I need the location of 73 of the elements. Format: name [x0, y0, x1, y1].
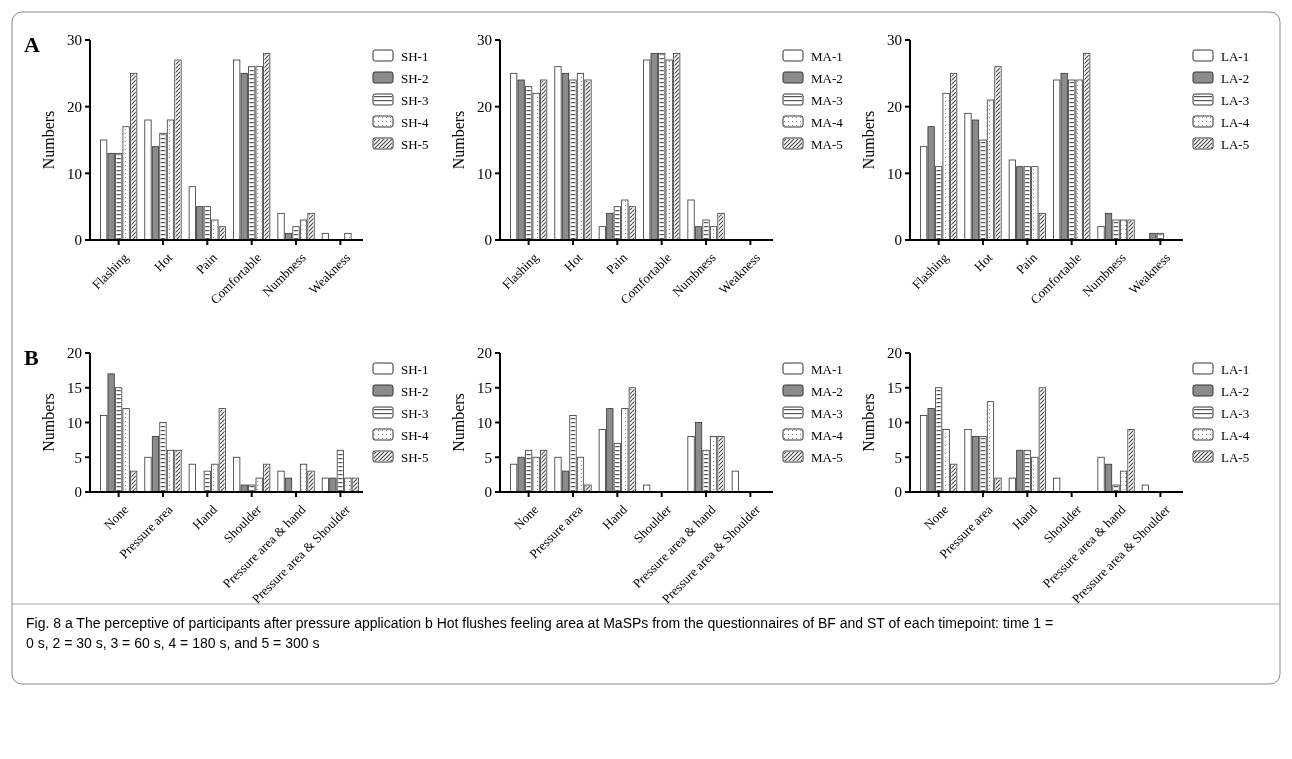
legend-label: MA-2 — [811, 70, 843, 86]
legend-label: SH-3 — [401, 92, 429, 108]
y-tick-label: 10 — [67, 165, 82, 182]
y-tick-label: 20 — [477, 345, 492, 362]
y-tick-label: 0 — [74, 484, 82, 501]
legend-label: SH-2 — [401, 383, 429, 399]
y-tick-label: 0 — [74, 232, 82, 249]
y-tick-label: 0 — [894, 232, 902, 249]
y-tick-label: 5 — [894, 449, 902, 466]
legend-label: SH-4 — [401, 427, 429, 443]
legend-label: SH-2 — [401, 70, 429, 86]
y-tick-label: 15 — [67, 380, 82, 396]
legend-label: LA-4 — [1221, 114, 1250, 130]
legend-label: MA-2 — [811, 383, 843, 399]
y-tick-label: 20 — [887, 345, 902, 362]
legend-label: MA-1 — [811, 48, 843, 64]
y-tick-label: 5 — [484, 449, 492, 466]
legend-label: LA-4 — [1221, 427, 1250, 443]
y-tick-label: 10 — [477, 165, 492, 182]
legend-label: SH-3 — [401, 405, 429, 421]
y-tick-label: 5 — [74, 449, 82, 466]
bar — [188, 463, 196, 493]
legend-label: LA-3 — [1221, 405, 1250, 421]
legend-label: SH-5 — [401, 136, 429, 152]
legend-label: MA-4 — [811, 427, 844, 443]
y-axis-title: Numbers — [860, 393, 877, 452]
legend-label: LA-1 — [1221, 361, 1250, 377]
y-tick-label: 20 — [67, 345, 82, 362]
x-tick-label: Hot — [971, 249, 996, 275]
x-tick-label: Hot — [561, 249, 586, 275]
legend-label: LA-2 — [1221, 70, 1250, 86]
y-tick-label: 10 — [887, 165, 902, 182]
y-tick-label: 30 — [477, 32, 492, 49]
y-axis-title: Numbers — [860, 110, 877, 170]
y-tick-label: 20 — [887, 98, 902, 115]
legend-label: MA-1 — [811, 361, 843, 377]
legend-label: SH-5 — [401, 449, 429, 465]
caption: Fig. 8 a The perceptive of participants after pressure application b Hot flushes feeling area at MaSPs from the questionnaires of BF and ST of each timepoint: time 1 = 0 s, 2 = 30 s, 3 = 60 s, 4 = 180 s, and 5 = 300 s — [26, 615, 1054, 651]
bar — [1053, 477, 1061, 493]
y-tick-label: 15 — [887, 380, 902, 396]
legend-label: SH-1 — [401, 48, 429, 64]
legend-label: LA-3 — [1221, 92, 1250, 108]
bar — [731, 470, 739, 493]
legend-label: SH-4 — [401, 114, 429, 130]
y-tick-label: 20 — [67, 98, 82, 115]
y-tick-label: 10 — [887, 414, 902, 431]
legend-label: MA-5 — [811, 449, 843, 465]
legend-label: LA-1 — [1221, 48, 1250, 64]
y-tick-label: 30 — [887, 32, 902, 49]
y-axis-title: Numbers — [40, 393, 57, 452]
legend-label: LA-5 — [1221, 449, 1250, 465]
y-axis-title: Numbers — [450, 393, 467, 452]
legend-label: SH-1 — [401, 361, 429, 377]
legend-label: MA-5 — [811, 136, 843, 152]
y-tick-label: 0 — [894, 484, 902, 501]
y-tick-label: 20 — [477, 98, 492, 115]
bar — [643, 484, 651, 493]
text: B — [24, 345, 39, 370]
y-tick-label: 30 — [67, 32, 82, 49]
y-tick-label: 10 — [67, 414, 82, 431]
x-tick-label: Hot — [151, 249, 176, 275]
legend-label: MA-4 — [811, 114, 844, 130]
y-axis-title: Numbers — [40, 110, 57, 170]
y-tick-label: 15 — [477, 380, 492, 396]
legend-label: LA-2 — [1221, 383, 1250, 399]
text: A — [24, 32, 40, 57]
legend-label: MA-3 — [811, 92, 843, 108]
y-tick-label: 10 — [477, 414, 492, 431]
y-tick-label: 0 — [484, 232, 492, 249]
legend-label: MA-3 — [811, 405, 843, 421]
y-axis-title: Numbers — [450, 110, 467, 170]
y-tick-label: 0 — [484, 484, 492, 501]
legend-label: LA-5 — [1221, 136, 1250, 152]
